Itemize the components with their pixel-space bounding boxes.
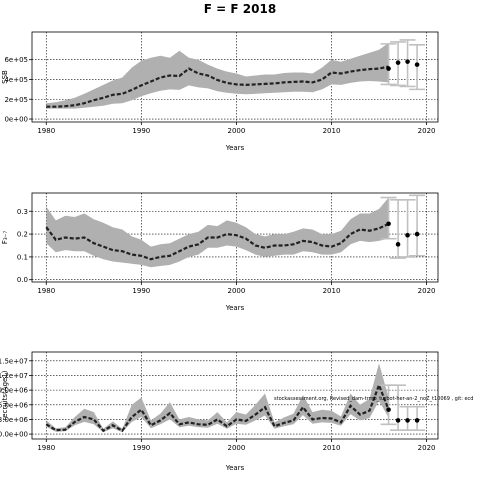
annotation-text: stockassessment.org, Revised_dam-trmb_tu… (274, 396, 473, 402)
projection-point (414, 62, 420, 67)
projection-point (405, 59, 410, 64)
axes-frame (31, 192, 439, 283)
x-tick-label: 2020 (418, 287, 436, 295)
x-tick-label: 2000 (228, 127, 246, 135)
fishing-mortality-panel: 1980 1990 2000 2010 2020 0.0 0.1 0.2 0.3 Years F₃₋… (1, 192, 439, 312)
projection-point (414, 231, 420, 237)
confidence-band (46, 42, 389, 109)
x-tick-label: 1980 (37, 287, 55, 295)
y-tick-label: 1.5e+07 (0, 357, 28, 365)
y-tick-label: 0.1 (17, 253, 28, 261)
y-tick-label: 2e+05 (4, 96, 28, 104)
confidence-band (46, 363, 389, 433)
x-tick-label: 2010 (323, 127, 341, 135)
projection-point (386, 221, 391, 227)
projection-point (395, 418, 401, 423)
x-tick-label: 1990 (132, 127, 150, 135)
ssb-panel: 1980 1990 2000 2010 2020 0e+00 2e+05 4e+05 6e+05… (1, 31, 439, 152)
recruitment-panel: 1980 1990 2000 2010 2020 0.0e+00 3.0e+06 6.0e+0… (0, 351, 473, 472)
y-tick-label: 6.0e+06 (0, 401, 29, 409)
plot-area (46, 39, 426, 109)
estimate-line (46, 65, 389, 108)
estimate-line (45, 222, 390, 261)
projection-point (405, 418, 410, 423)
x-tick-label: 2000 (228, 444, 246, 452)
plot-area (45, 194, 426, 268)
y-axis-label: recruits(Age1) (1, 370, 9, 420)
x-axis-label: Years (225, 144, 245, 152)
x-axis-label: Years (225, 464, 245, 472)
y-axis-label: F₃₋₇ (1, 231, 9, 245)
x-tick-label: 1990 (132, 287, 150, 295)
x-tick-label: 1980 (37, 127, 55, 135)
x-tick-label: 2020 (418, 444, 436, 452)
y-tick-label: 6e+05 (4, 56, 28, 64)
estimate-line (45, 382, 390, 433)
confidence-band (46, 197, 389, 268)
y-tick-label: 0.0e+00 (0, 431, 28, 439)
x-tick-label: 2010 (323, 287, 341, 295)
y-tick-label: 3.0e+06 (0, 416, 29, 424)
figure-title: F = F 2018 (204, 2, 276, 16)
axes-frame (31, 351, 439, 440)
x-tick-label: 2010 (323, 444, 341, 452)
y-tick-label: 9.0e+06 (0, 387, 29, 395)
projection-point (386, 407, 391, 412)
projection-point (405, 232, 410, 238)
y-tick-label: 0.2 (17, 231, 28, 239)
projection-point (386, 66, 391, 71)
x-tick-label: 1980 (37, 444, 55, 452)
projection-point (395, 242, 401, 247)
x-tick-label: 2000 (228, 287, 246, 295)
projection-point (414, 418, 420, 423)
y-tick-label: 0e+00 (4, 116, 28, 124)
y-tick-label: 1.2e+07 (0, 372, 28, 380)
axes-frame (31, 31, 439, 123)
y-axis-label: SSB (1, 70, 9, 84)
y-tick-label: 0.3 (17, 208, 28, 216)
y-tick-label: 0.0 (17, 276, 28, 284)
x-axis-label: Years (225, 304, 245, 312)
projection-point (395, 60, 401, 65)
x-tick-label: 2020 (418, 127, 436, 135)
y-tick-label: 4e+05 (4, 76, 28, 84)
plot-area (45, 363, 426, 433)
x-tick-label: 1990 (132, 444, 150, 452)
